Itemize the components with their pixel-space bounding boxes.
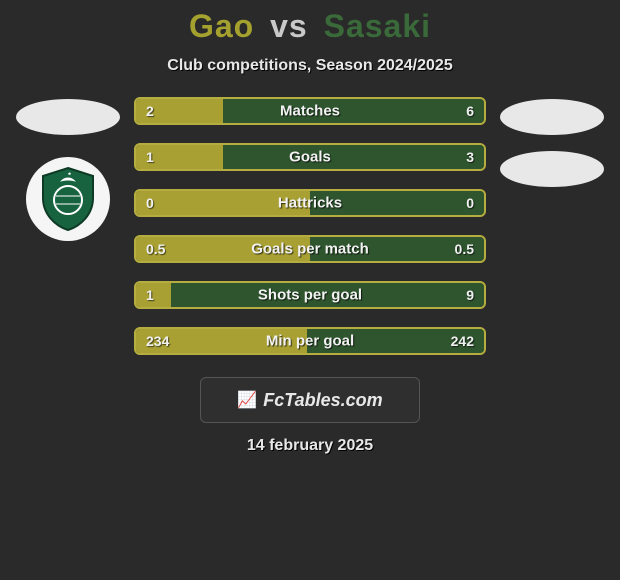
title-vs: vs xyxy=(270,8,308,44)
stat-label: Matches xyxy=(280,103,340,120)
snapshot-date: 14 february 2025 xyxy=(200,437,420,455)
stat-label: Shots per goal xyxy=(258,287,362,304)
stat-fill-right xyxy=(223,145,484,169)
stat-label: Min per goal xyxy=(266,333,354,350)
stat-value-right: 242 xyxy=(451,333,474,349)
stat-row: 234 242 Min per goal xyxy=(134,327,486,355)
player1-club-logo xyxy=(26,157,110,241)
stat-value-right: 0.5 xyxy=(455,241,474,257)
stat-label: Hattricks xyxy=(278,195,342,212)
brand-badge: 📈 FcTables.com xyxy=(200,377,420,423)
chart-icon: 📈 xyxy=(237,390,257,410)
stat-value-left: 2 xyxy=(146,103,154,119)
stats-column: 2 6 Matches 1 3 Goals 0 0 Hattricks 0.5 0.5 Goals p… xyxy=(134,97,486,355)
stat-value-left: 0.5 xyxy=(146,241,165,257)
stat-value-left: 1 xyxy=(146,287,154,303)
title-player2: Sasaki xyxy=(324,8,431,44)
brand-label: FcTables.com xyxy=(263,390,382,411)
main-row: 2 6 Matches 1 3 Goals 0 0 Hattricks 0.5 0.5 Goals p… xyxy=(0,97,620,355)
stat-row: 1 3 Goals xyxy=(134,143,486,171)
stat-label: Goals xyxy=(289,149,331,166)
subtitle: Club competitions, Season 2024/2025 xyxy=(0,57,620,75)
right-side-column xyxy=(498,97,606,187)
left-side-column xyxy=(14,97,122,241)
stat-value-right: 3 xyxy=(466,149,474,165)
shield-icon xyxy=(33,164,103,234)
stat-row: 2 6 Matches xyxy=(134,97,486,125)
stat-value-left: 234 xyxy=(146,333,169,349)
stat-row: 0.5 0.5 Goals per match xyxy=(134,235,486,263)
page-title: Gao vs Sasaki xyxy=(0,8,620,45)
footer: 📈 FcTables.com 14 february 2025 xyxy=(200,377,420,455)
stat-value-right: 0 xyxy=(466,195,474,211)
stat-fill-right xyxy=(223,99,484,123)
stat-label: Goals per match xyxy=(251,241,369,258)
stat-value-right: 6 xyxy=(466,103,474,119)
player1-avatar-placeholder xyxy=(16,99,120,135)
player2-avatar-placeholder xyxy=(500,99,604,135)
title-player1: Gao xyxy=(189,8,254,44)
stat-value-right: 9 xyxy=(466,287,474,303)
stat-row: 0 0 Hattricks xyxy=(134,189,486,217)
comparison-card: Gao vs Sasaki Club competitions, Season … xyxy=(0,0,620,455)
player2-club-placeholder xyxy=(500,151,604,187)
stat-row: 1 9 Shots per goal xyxy=(134,281,486,309)
stat-value-left: 1 xyxy=(146,149,154,165)
stat-value-left: 0 xyxy=(146,195,154,211)
